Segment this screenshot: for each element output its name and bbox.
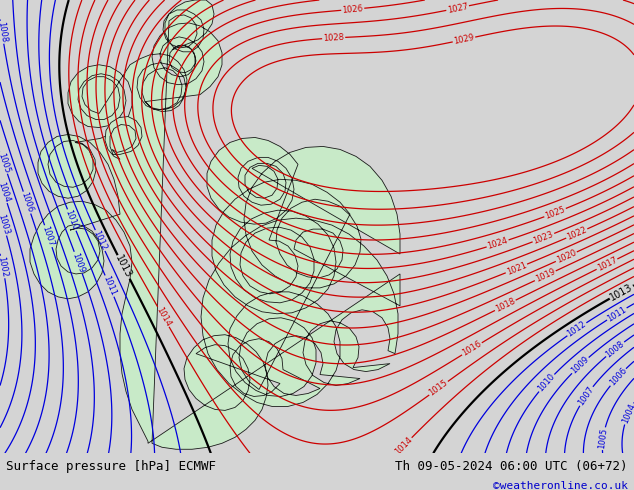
Text: 1014: 1014 (154, 305, 172, 328)
Text: 1003: 1003 (0, 213, 11, 236)
Text: 1002: 1002 (0, 256, 9, 278)
Text: 1005: 1005 (597, 428, 609, 449)
Text: 1009: 1009 (569, 355, 591, 376)
Polygon shape (30, 0, 400, 449)
Text: 1017: 1017 (595, 255, 618, 273)
Text: 1013: 1013 (608, 282, 634, 302)
Text: 1015: 1015 (427, 378, 450, 398)
Text: 1018: 1018 (494, 296, 517, 314)
Text: Th 09-05-2024 06:00 UTC (06+72): Th 09-05-2024 06:00 UTC (06+72) (395, 460, 628, 473)
Text: 1012: 1012 (92, 229, 108, 252)
Text: 1008: 1008 (604, 339, 626, 359)
Text: 1008: 1008 (0, 21, 8, 44)
Text: ©weatheronline.co.uk: ©weatheronline.co.uk (493, 481, 628, 490)
Text: 1012: 1012 (566, 319, 588, 339)
Text: 1004: 1004 (0, 181, 11, 203)
Text: 1010: 1010 (536, 372, 557, 393)
Text: Surface pressure [hPa] ECMWF: Surface pressure [hPa] ECMWF (6, 460, 216, 473)
Text: 1016: 1016 (460, 340, 483, 358)
Polygon shape (105, 117, 142, 159)
Text: 1009: 1009 (70, 251, 86, 274)
Text: 1007: 1007 (41, 225, 56, 247)
Text: 1013: 1013 (113, 254, 134, 280)
Text: 1005: 1005 (0, 151, 11, 174)
Text: 1007: 1007 (576, 385, 596, 407)
Text: 1010: 1010 (63, 209, 80, 231)
Text: 1028: 1028 (323, 33, 344, 43)
Text: 1006: 1006 (20, 191, 35, 214)
Text: 1023: 1023 (532, 230, 555, 245)
Text: 1024: 1024 (486, 236, 509, 251)
Text: 1004: 1004 (620, 402, 634, 425)
Text: 1011: 1011 (605, 305, 628, 323)
Text: 1014: 1014 (393, 435, 414, 457)
Text: 1025: 1025 (544, 205, 567, 220)
Text: 1027: 1027 (446, 1, 469, 15)
Text: 1021: 1021 (505, 260, 528, 277)
Text: 1019: 1019 (534, 267, 557, 284)
Text: 1029: 1029 (453, 33, 476, 46)
Text: 1026: 1026 (342, 4, 364, 15)
Text: 1022: 1022 (566, 225, 588, 242)
Text: 1020: 1020 (555, 248, 578, 265)
Text: 1006: 1006 (607, 366, 628, 388)
Text: 1011: 1011 (101, 274, 118, 297)
